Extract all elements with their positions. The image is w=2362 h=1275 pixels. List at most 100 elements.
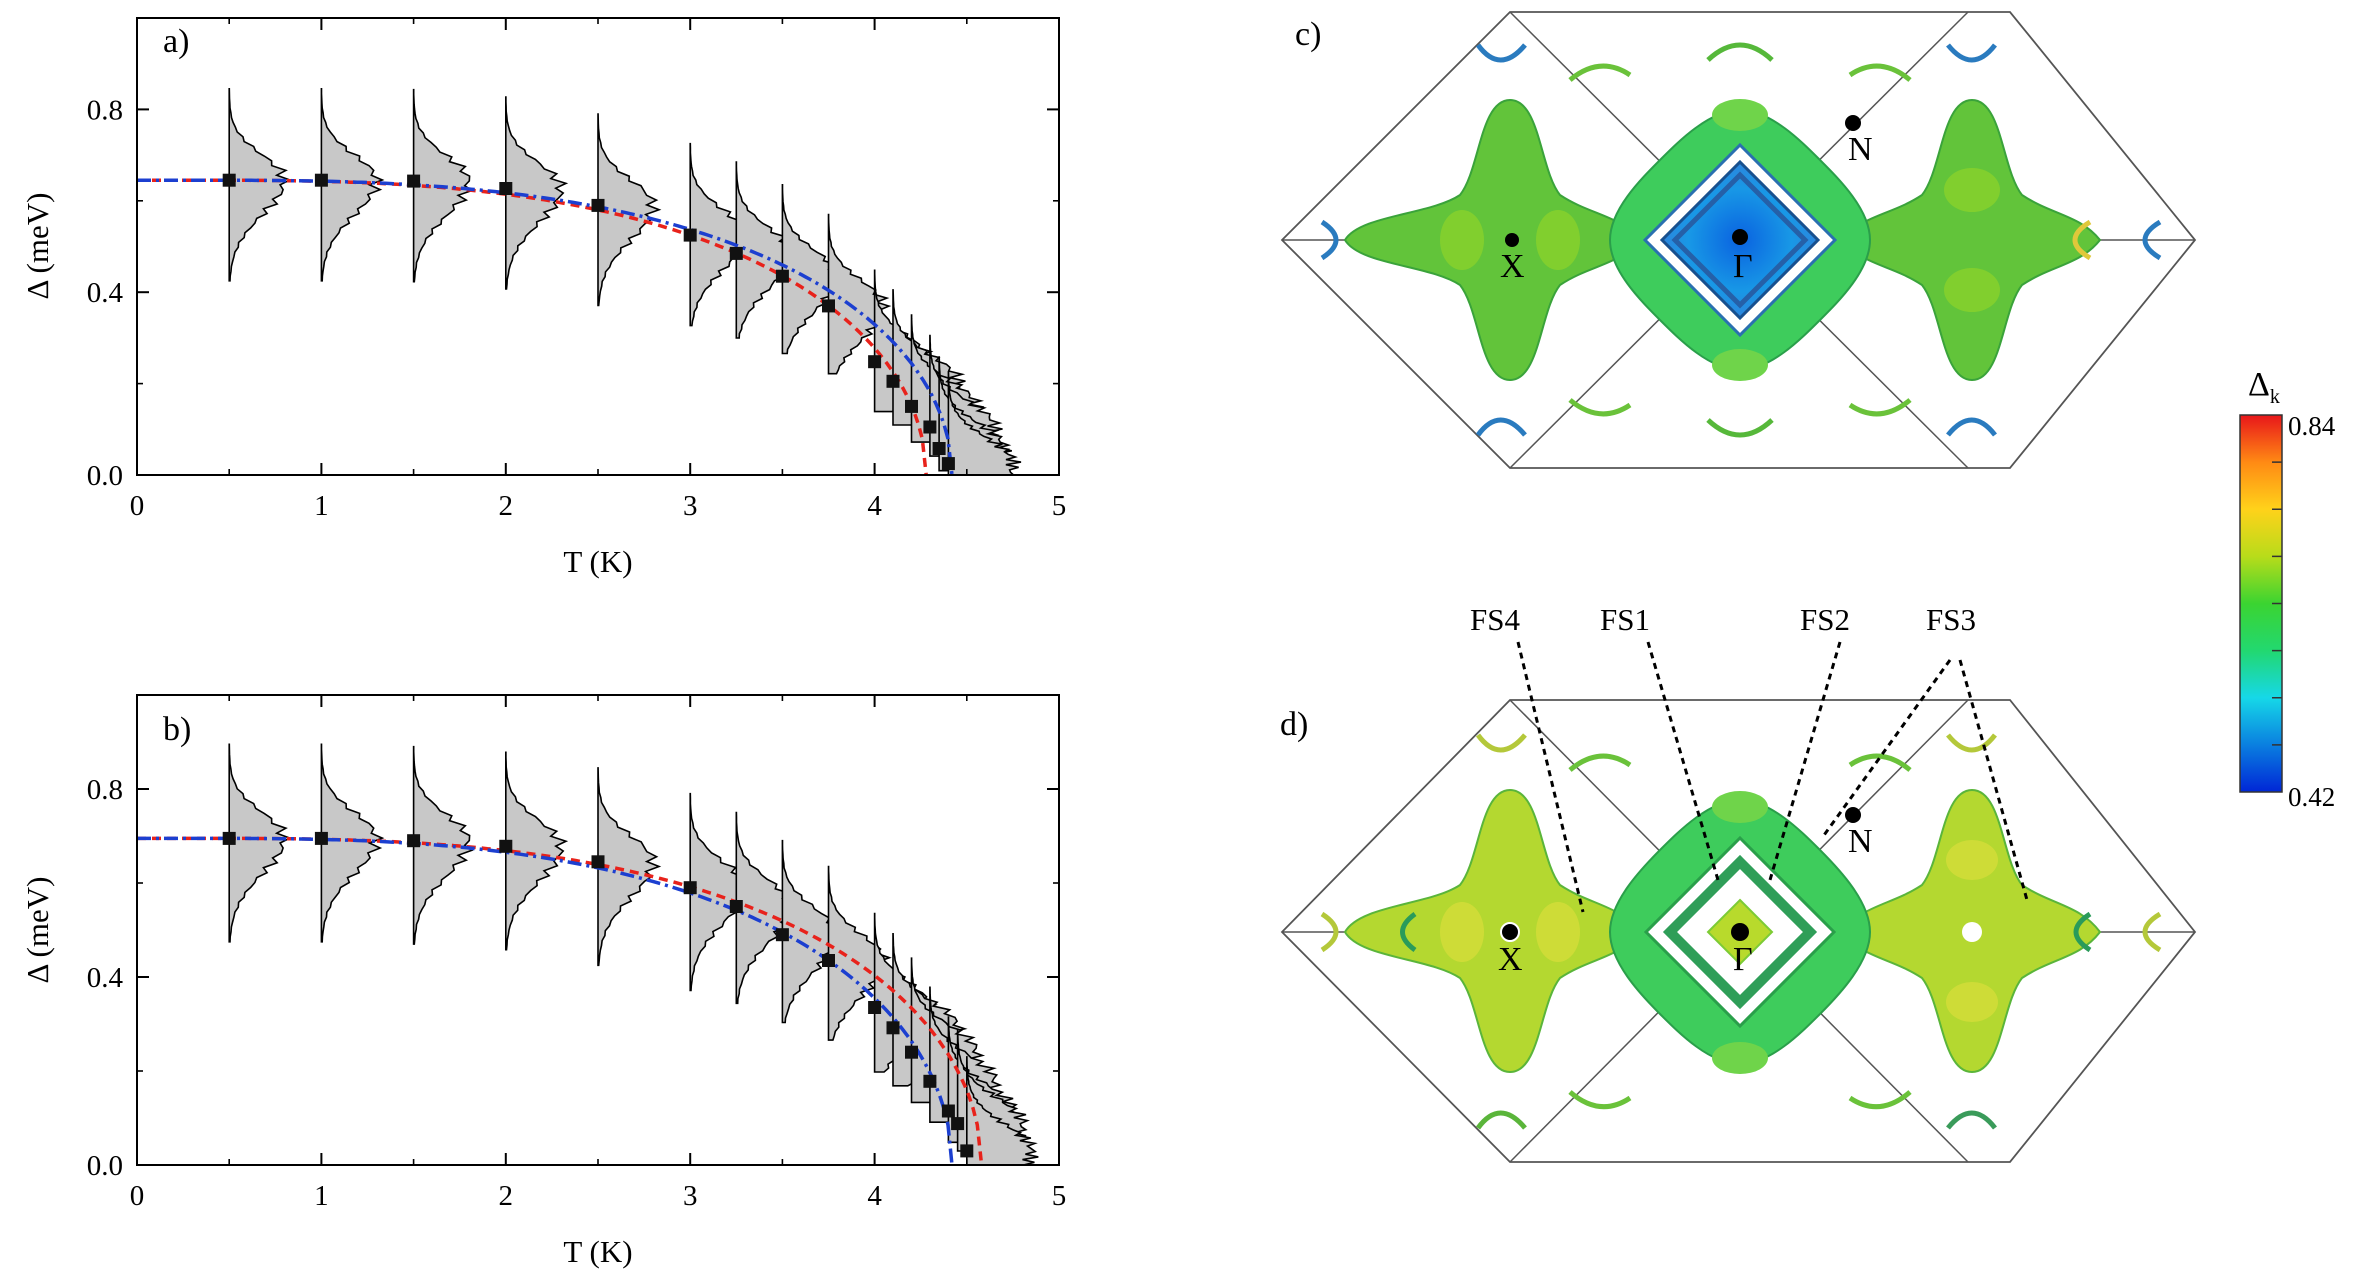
central-sheet-inner-ring-c bbox=[1671, 171, 1809, 309]
y-axis-label-a: Δ (meV) bbox=[20, 193, 55, 300]
gap-point-a-6 bbox=[729, 246, 743, 260]
gap-point-a-10 bbox=[886, 374, 900, 388]
gap-point-b-3 bbox=[499, 839, 513, 853]
corner-arcs-d bbox=[1320, 733, 2162, 1130]
fermi-surface-d: FS4 FS1 FS2 FS3 X Γ N d) bbox=[1280, 602, 2197, 1163]
gap-distribution-b-4 bbox=[597, 767, 662, 967]
fs1-label: FS1 bbox=[1600, 602, 1650, 637]
gap-point-a-9 bbox=[868, 355, 882, 369]
label-gamma-d: Γ bbox=[1733, 941, 1753, 978]
central-top-knob-c bbox=[1712, 99, 1768, 131]
label-gamma-c: Γ bbox=[1733, 248, 1753, 285]
gap-point-b-8 bbox=[822, 954, 835, 967]
fermi-surface-c: X Γ N c) bbox=[1280, 11, 2197, 469]
panel-label-a: a) bbox=[163, 23, 189, 60]
panel-a: 0 1 2 3 4 5 0.0 0.4 0.8 a) T (K) Δ (meV) bbox=[20, 17, 1067, 579]
x-tick-label-a-2: 2 bbox=[499, 490, 514, 522]
gap-point-b-7 bbox=[775, 928, 789, 942]
point-gamma-c bbox=[1732, 229, 1748, 245]
panel-label-d: d) bbox=[1280, 706, 1308, 743]
gap-distribution-b-0 bbox=[228, 743, 292, 943]
colorbar-max-label: 0.84 bbox=[2288, 411, 2336, 441]
gap-point-b-1 bbox=[314, 831, 328, 845]
x-tick-label-b-1: 1 bbox=[314, 1180, 329, 1212]
x-axis-label-a: T (K) bbox=[563, 544, 632, 579]
gap-point-a-4 bbox=[591, 198, 605, 212]
gap-point-b-14 bbox=[951, 1117, 965, 1131]
cross-lobe-right-d bbox=[1946, 840, 1998, 880]
red-fit-curve-a bbox=[137, 178, 928, 476]
gap-point-b-15 bbox=[960, 1144, 974, 1158]
gap-distribution-a-0 bbox=[228, 88, 292, 282]
gap-distribution-a-1 bbox=[320, 88, 385, 282]
point-gamma-d bbox=[1731, 923, 1749, 941]
gap-point-a-5 bbox=[683, 228, 697, 242]
point-x-d bbox=[1500, 922, 1520, 942]
panel-label-b: b) bbox=[163, 711, 191, 748]
label-x-c: X bbox=[1500, 248, 1525, 285]
cross-sheet-left-c bbox=[1343, 98, 1642, 382]
ticks-b: 0 1 2 3 4 5 0.0 0.4 0.8 bbox=[87, 694, 1066, 1212]
gap-point-a-11 bbox=[905, 399, 918, 413]
gap-points-b bbox=[222, 831, 974, 1158]
gap-point-a-7 bbox=[775, 269, 789, 283]
fs3-label: FS3 bbox=[1926, 602, 1976, 637]
y-tick-label-a-0: 0.0 bbox=[87, 460, 123, 492]
label-x-d: X bbox=[1498, 941, 1523, 978]
x-tick-label-b-0: 0 bbox=[130, 1180, 145, 1212]
cross-lobe-right-c2 bbox=[1944, 268, 2000, 312]
corner-arcs-c bbox=[1320, 42, 2162, 438]
panel-label-c: c) bbox=[1295, 16, 1321, 53]
colorbar-ticks bbox=[2272, 461, 2282, 746]
cross-lobe-left-d bbox=[1440, 902, 1484, 962]
gap-distribution-a-8 bbox=[827, 213, 892, 375]
cross-lobe-left-c bbox=[1440, 210, 1484, 270]
panel-b: 0 1 2 3 4 5 0.0 0.4 0.8 b) T (K) Δ (meV) bbox=[20, 694, 1066, 1269]
y-tick-label-a-1: 0.4 bbox=[87, 277, 124, 309]
point-n-d bbox=[1845, 807, 1861, 823]
gap-point-b-2 bbox=[407, 834, 421, 848]
x-tick-label-a-0: 0 bbox=[130, 490, 145, 522]
x-tick-label-b-3: 3 bbox=[683, 1180, 698, 1212]
blue-fit-curve-b bbox=[137, 836, 954, 1166]
y-tick-label-b-1: 0.4 bbox=[87, 962, 124, 994]
gap-point-b-11 bbox=[905, 1045, 918, 1059]
colorbar: Δk 0.84 0.42 bbox=[2239, 366, 2336, 812]
gap-distribution-b-3 bbox=[505, 751, 569, 951]
cross-lobe-right-d2 bbox=[1946, 982, 1998, 1022]
point-x-c bbox=[1505, 233, 1519, 247]
gap-point-a-8 bbox=[822, 299, 835, 313]
central-top-knob-d bbox=[1712, 791, 1768, 823]
gap-distribution-a-3 bbox=[505, 96, 569, 290]
gap-point-b-9 bbox=[868, 1001, 882, 1014]
gap-point-a-3 bbox=[499, 182, 513, 195]
cross-hole-right-d bbox=[1962, 922, 1982, 942]
fs-leader-lines bbox=[1516, 641, 2029, 913]
cross-lobe-left-c2 bbox=[1536, 210, 1580, 270]
gap-point-a-1 bbox=[314, 173, 328, 187]
gap-point-a-14 bbox=[941, 457, 955, 471]
x-tick-label-a-3: 3 bbox=[683, 490, 698, 522]
x-tick-label-a-5: 5 bbox=[1052, 490, 1067, 522]
gap-point-b-0 bbox=[222, 831, 236, 845]
gap-point-a-12 bbox=[923, 420, 937, 434]
cross-lobe-right-c bbox=[1944, 168, 2000, 212]
y-axis-label-b: Δ (meV) bbox=[20, 877, 55, 984]
gap-point-b-5 bbox=[683, 881, 697, 895]
point-n-c bbox=[1845, 115, 1861, 131]
colorbar-min-label: 0.42 bbox=[2288, 782, 2335, 812]
gap-distribution-b-15 bbox=[966, 1056, 1039, 1166]
x-tick-label-b-4: 4 bbox=[867, 1180, 882, 1212]
gap-point-b-13 bbox=[941, 1104, 955, 1118]
gap-distributions-b bbox=[228, 743, 1039, 1166]
label-n-c: N bbox=[1848, 131, 1873, 168]
fs4-label: FS4 bbox=[1470, 602, 1520, 637]
gap-point-a-13 bbox=[932, 442, 946, 455]
x-axis-label-b: T (K) bbox=[563, 1234, 632, 1269]
cross-lobe-left-d2 bbox=[1536, 902, 1580, 962]
gap-point-a-0 bbox=[222, 173, 236, 187]
gap-distribution-b-1 bbox=[320, 743, 385, 943]
y-tick-label-b-2: 0.8 bbox=[87, 774, 123, 806]
colorbar-title: Δk bbox=[2248, 366, 2280, 408]
gap-point-b-4 bbox=[591, 855, 605, 869]
